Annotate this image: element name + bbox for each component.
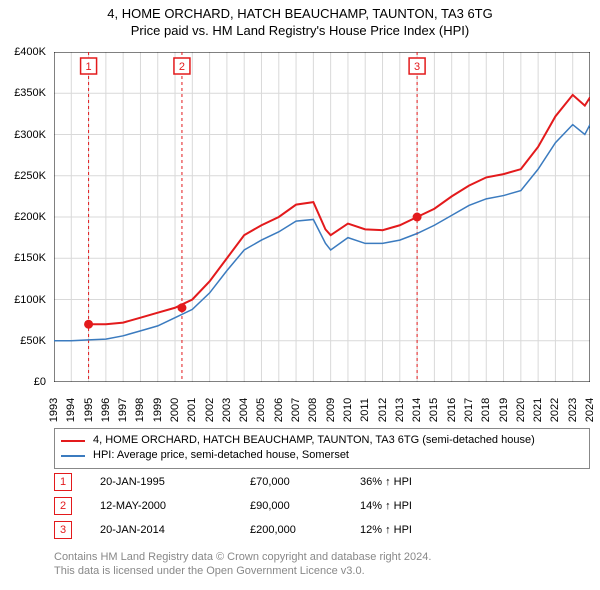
x-tick-label: 1997 (117, 398, 129, 422)
y-tick-label: £250K (14, 170, 46, 182)
transaction-pct: 12% ↑ HPI (360, 524, 590, 536)
transaction-row: 3 20-JAN-2014£200,00012% ↑ HPI (54, 518, 590, 542)
transaction-badge: 2 (54, 497, 72, 515)
legend-swatch (61, 440, 85, 442)
y-tick-label: £150K (14, 252, 46, 264)
x-tick-label: 2006 (273, 398, 285, 422)
legend-label: 4, HOME ORCHARD, HATCH BEAUCHAMP, TAUNTO… (93, 433, 535, 448)
x-tick-label: 2017 (463, 398, 475, 422)
legend-row: HPI: Average price, semi-detached house,… (61, 448, 583, 463)
y-axis-labels: £0£50K£100K£150K£200K£250K£300K£350K£400… (0, 52, 50, 382)
transaction-badge: 3 (54, 521, 72, 539)
title-line-1: 4, HOME ORCHARD, HATCH BEAUCHAMP, TAUNTO… (0, 6, 600, 23)
x-tick-label: 2013 (394, 398, 406, 422)
transaction-price: £70,000 (250, 476, 360, 488)
legend: 4, HOME ORCHARD, HATCH BEAUCHAMP, TAUNTO… (54, 428, 590, 469)
x-tick-label: 2003 (221, 398, 233, 422)
x-tick-label: 2020 (515, 398, 527, 422)
x-tick-label: 2000 (169, 398, 181, 422)
x-tick-label: 2008 (307, 398, 319, 422)
x-tick-label: 1998 (134, 398, 146, 422)
line-chart: 1 2 3 (54, 52, 590, 382)
x-tick-label: 2012 (377, 398, 389, 422)
x-tick-label: 2004 (238, 398, 250, 422)
transaction-pct: 14% ↑ HPI (360, 500, 590, 512)
y-tick-label: £100K (14, 294, 46, 306)
x-tick-label: 2001 (186, 398, 198, 422)
transaction-pct: 36% ↑ HPI (360, 476, 590, 488)
x-tick-label: 2016 (446, 398, 458, 422)
x-tick-label: 2018 (480, 398, 492, 422)
transaction-row: 1 20-JAN-1995£70,00036% ↑ HPI (54, 470, 590, 494)
footer-line-2: This data is licensed under the Open Gov… (54, 564, 590, 578)
svg-text:1: 1 (86, 61, 92, 73)
svg-text:3: 3 (414, 61, 420, 73)
transaction-date: 20-JAN-1995 (100, 476, 250, 488)
chart-svg: 1 2 3 (54, 52, 590, 382)
x-tick-label: 2021 (532, 398, 544, 422)
x-tick-label: 1994 (65, 398, 77, 422)
x-axis-labels: 1993199419951996199719981999200020012002… (54, 384, 590, 424)
x-tick-label: 2024 (584, 398, 596, 422)
x-tick-label: 2014 (411, 398, 423, 422)
chart-title-block: 4, HOME ORCHARD, HATCH BEAUCHAMP, TAUNTO… (0, 0, 600, 40)
x-tick-label: 1996 (100, 398, 112, 422)
footer-line-1: Contains HM Land Registry data © Crown c… (54, 550, 590, 564)
y-tick-label: £350K (14, 87, 46, 99)
x-tick-label: 1995 (83, 398, 95, 422)
transaction-badge: 1 (54, 473, 72, 491)
y-tick-label: £50K (20, 335, 46, 347)
svg-text:2: 2 (179, 61, 185, 73)
transaction-date: 20-JAN-2014 (100, 524, 250, 536)
legend-swatch (61, 455, 85, 457)
x-tick-label: 2022 (549, 398, 561, 422)
x-tick-label: 2023 (567, 398, 579, 422)
y-tick-label: £200K (14, 211, 46, 223)
x-tick-label: 1999 (152, 398, 164, 422)
x-tick-label: 1993 (48, 398, 60, 422)
x-tick-label: 2019 (498, 398, 510, 422)
x-tick-label: 2010 (342, 398, 354, 422)
x-tick-label: 2007 (290, 398, 302, 422)
y-tick-label: £300K (14, 129, 46, 141)
legend-row: 4, HOME ORCHARD, HATCH BEAUCHAMP, TAUNTO… (61, 433, 583, 448)
x-tick-label: 2002 (204, 398, 216, 422)
x-tick-label: 2009 (325, 398, 337, 422)
transaction-row: 2 12-MAY-2000£90,00014% ↑ HPI (54, 494, 590, 518)
transaction-date: 12-MAY-2000 (100, 500, 250, 512)
transaction-price: £90,000 (250, 500, 360, 512)
x-tick-label: 2005 (255, 398, 267, 422)
y-tick-label: £0 (34, 376, 46, 388)
x-tick-label: 2011 (359, 398, 371, 422)
legend-label: HPI: Average price, semi-detached house,… (93, 448, 349, 463)
transaction-price: £200,000 (250, 524, 360, 536)
y-tick-label: £400K (14, 46, 46, 58)
transactions-table: 1 20-JAN-1995£70,00036% ↑ HPI 2 12-MAY-2000… (54, 470, 590, 542)
title-line-2: Price paid vs. HM Land Registry's House … (0, 23, 600, 40)
footer-attribution: Contains HM Land Registry data © Crown c… (54, 550, 590, 579)
x-tick-label: 2015 (428, 398, 440, 422)
